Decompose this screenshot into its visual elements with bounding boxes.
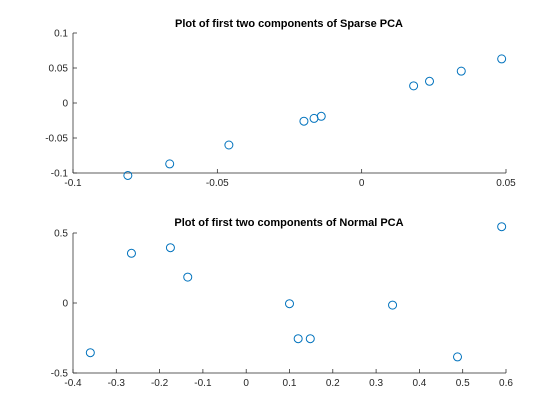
data-point xyxy=(165,159,175,169)
y-tick-label: 0 xyxy=(62,299,68,310)
x-tick-label: 0.1 xyxy=(283,378,297,389)
x-tick-label: 0 xyxy=(359,178,365,189)
x-tick-label: -0.3 xyxy=(108,378,126,389)
y-tick-label: 0.05 xyxy=(49,64,69,75)
data-point xyxy=(388,300,398,310)
x-tick-label: 0 xyxy=(243,378,249,389)
y-tick-label: 0 xyxy=(62,99,68,110)
x-tick-label: 0.6 xyxy=(499,378,513,389)
axes-normal-pca: Plot of first two components of Normal P… xyxy=(51,217,514,389)
x-tick-label: -0.05 xyxy=(206,178,229,189)
x-tick-label: -0.1 xyxy=(194,378,212,389)
x-tick-label: 0.2 xyxy=(326,378,340,389)
y-tick-label: -0.5 xyxy=(51,369,69,380)
x-tick-label: 0.4 xyxy=(412,378,426,389)
y-tick-label: -0.1 xyxy=(51,169,69,180)
y-tick-label: 0.5 xyxy=(54,229,68,240)
data-point xyxy=(456,66,466,76)
data-point xyxy=(316,111,326,121)
x-tick-label: -0.2 xyxy=(151,378,169,389)
data-point xyxy=(165,243,175,253)
data-point xyxy=(497,222,507,232)
data-point xyxy=(497,54,507,64)
x-tick-label: -0.4 xyxy=(64,378,82,389)
data-point xyxy=(85,348,95,358)
data-point xyxy=(409,81,419,91)
data-point xyxy=(285,299,294,309)
data-point xyxy=(123,170,133,180)
y-tick-label: 0.1 xyxy=(54,29,68,40)
title-sparse-pca: Plot of first two components of Sparse P… xyxy=(175,18,403,30)
x-tick-label: -0.1 xyxy=(64,178,82,189)
axes-sparse-pca: Plot of first two components of Sparse P… xyxy=(45,18,516,189)
data-point xyxy=(126,248,136,258)
x-tick-label: 0.05 xyxy=(496,178,516,189)
x-tick-label: 0.3 xyxy=(369,378,383,389)
data-point xyxy=(293,334,303,344)
data-point xyxy=(299,116,309,126)
title-normal-pca: Plot of first two components of Normal P… xyxy=(174,217,403,229)
data-point xyxy=(425,76,435,86)
data-point xyxy=(224,140,234,150)
data-point xyxy=(453,352,463,362)
x-tick-label: 0.5 xyxy=(456,378,470,389)
data-point xyxy=(305,334,315,344)
data-point xyxy=(183,272,193,282)
y-tick-label: -0.05 xyxy=(45,134,68,145)
